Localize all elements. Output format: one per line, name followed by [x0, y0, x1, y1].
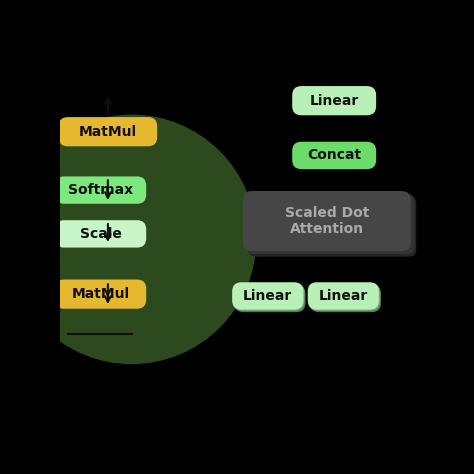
FancyBboxPatch shape	[246, 194, 414, 254]
Text: Linear: Linear	[243, 289, 292, 303]
FancyBboxPatch shape	[292, 142, 376, 169]
Text: Scale: Scale	[80, 227, 121, 241]
FancyBboxPatch shape	[55, 176, 146, 204]
Text: Softmax: Softmax	[68, 183, 133, 197]
Text: Linear: Linear	[310, 94, 359, 108]
FancyBboxPatch shape	[292, 86, 376, 115]
FancyBboxPatch shape	[232, 282, 303, 310]
Circle shape	[8, 115, 255, 364]
Text: Linear: Linear	[319, 289, 368, 303]
Text: MatMul: MatMul	[72, 287, 130, 301]
FancyBboxPatch shape	[234, 285, 306, 312]
FancyBboxPatch shape	[55, 280, 146, 309]
FancyBboxPatch shape	[59, 117, 157, 146]
FancyBboxPatch shape	[55, 220, 146, 247]
Text: MatMul: MatMul	[79, 125, 137, 139]
FancyBboxPatch shape	[243, 191, 411, 251]
Text: Scaled Dot
Attention: Scaled Dot Attention	[285, 206, 369, 236]
Text: Concat: Concat	[307, 148, 361, 163]
FancyBboxPatch shape	[309, 283, 380, 311]
FancyBboxPatch shape	[308, 282, 379, 310]
FancyBboxPatch shape	[233, 283, 304, 311]
FancyBboxPatch shape	[310, 285, 381, 312]
FancyBboxPatch shape	[248, 197, 416, 257]
